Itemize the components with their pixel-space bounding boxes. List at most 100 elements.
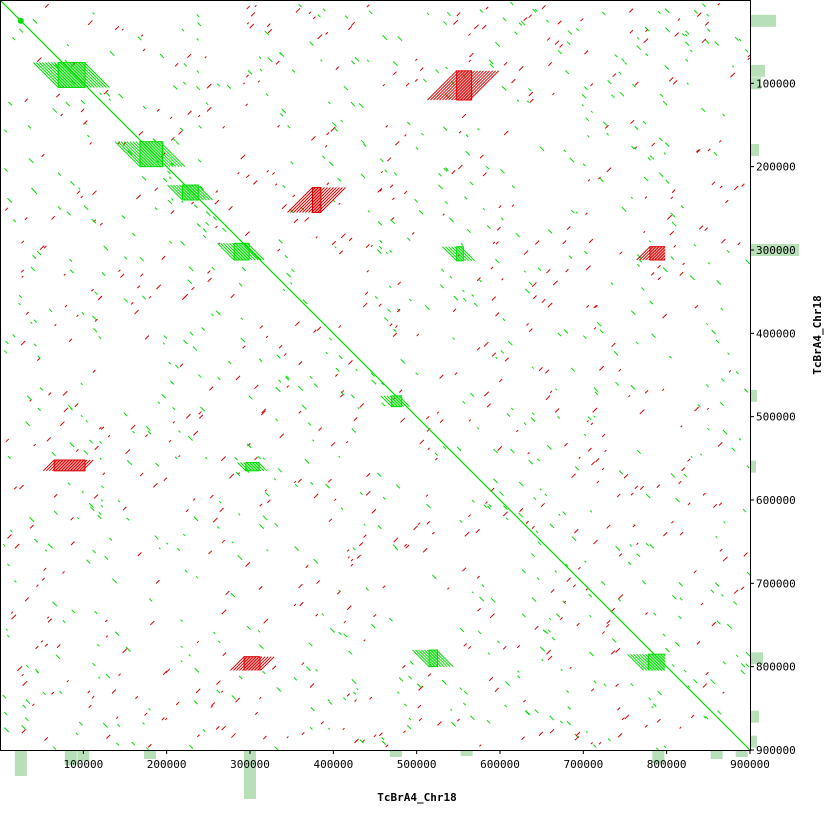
alignment-dot	[563, 442, 568, 447]
alignment-dot	[615, 545, 621, 551]
alignment-dot	[539, 146, 545, 152]
alignment-dot	[479, 596, 485, 602]
alignment-dot	[67, 404, 73, 410]
alignment-dot	[563, 329, 569, 334]
alignment-dot	[70, 517, 74, 521]
alignment-dot	[450, 708, 453, 711]
alignment-dot	[366, 59, 370, 63]
alignment-dot	[649, 155, 655, 160]
alignment-dot	[195, 688, 201, 694]
alignment-dot	[714, 582, 720, 587]
alignment-dot	[180, 660, 183, 663]
alignment-dot	[290, 282, 293, 285]
alignment-dot	[71, 609, 76, 614]
alignment-dot	[215, 310, 221, 316]
alignment-dot	[363, 639, 366, 642]
alignment-dot	[163, 477, 168, 482]
alignment-dot	[57, 172, 62, 176]
alignment-dot	[406, 237, 411, 241]
alignment-dot	[744, 388, 749, 393]
alignment-dot	[341, 390, 345, 394]
alignment-dot	[397, 36, 403, 42]
alignment-dot	[220, 456, 227, 462]
alignment-dot	[598, 177, 604, 183]
alignment-dot	[37, 407, 41, 412]
alignment-dot	[528, 281, 533, 286]
alignment-dot	[745, 259, 751, 265]
alignment-dot	[523, 17, 528, 22]
alignment-dot	[237, 172, 240, 175]
alignment-dot	[145, 425, 151, 431]
alignment-dot	[92, 315, 97, 321]
alignment-dot	[32, 18, 38, 24]
alignment-dot	[83, 205, 89, 211]
alignment-dot	[518, 512, 524, 518]
alignment-dot	[498, 378, 503, 383]
alignment-dots	[2, 1, 752, 751]
x-coverage-bar	[64, 751, 77, 765]
alignment-dot	[624, 61, 628, 65]
alignment-dot	[39, 245, 45, 251]
alignment-dot	[408, 298, 412, 302]
alignment-dot	[384, 169, 388, 173]
alignment-dot	[475, 528, 480, 534]
alignment-dot	[630, 492, 634, 496]
alignment-dot	[623, 473, 629, 479]
alignment-dot	[299, 601, 304, 607]
alignment-dot	[66, 43, 70, 47]
alignment-dot	[69, 442, 75, 448]
alignment-dot	[495, 312, 500, 317]
alignment-dot	[101, 485, 104, 489]
alignment-dot	[544, 630, 549, 635]
alignment-dot	[705, 715, 709, 720]
alignment-dot	[215, 726, 220, 730]
alignment-dot	[601, 433, 606, 438]
alignment-dot	[693, 678, 698, 684]
alignment-dot	[441, 268, 445, 272]
alignment-dot	[476, 575, 480, 579]
alignment-dot	[301, 662, 305, 666]
alignment-dot	[167, 170, 171, 175]
alignment-dot	[707, 262, 711, 265]
alignment-dot	[207, 277, 212, 283]
alignment-dot	[496, 226, 501, 231]
alignment-dot	[46, 616, 50, 619]
alignment-dot	[184, 569, 188, 573]
alignment-dot	[585, 212, 588, 215]
alignment-dot	[621, 206, 627, 212]
alignment-dot	[459, 519, 463, 524]
alignment-dot	[414, 198, 419, 203]
alignment-dot	[747, 54, 751, 58]
alignment-dot	[426, 415, 430, 420]
alignment-dot	[371, 623, 376, 629]
alignment-dot	[105, 91, 111, 97]
alignment-dot	[83, 120, 88, 125]
alignment-dot	[329, 161, 334, 167]
alignment-dot	[552, 92, 555, 96]
alignment-dot	[194, 667, 200, 673]
alignment-dot	[537, 541, 542, 546]
alignment-dot	[3, 711, 8, 716]
alignment-dot	[649, 544, 655, 549]
alignment-dot	[181, 28, 185, 32]
alignment-dot	[335, 367, 340, 372]
alignment-dot	[132, 232, 136, 237]
alignment-dot	[669, 230, 675, 236]
alignment-dot	[188, 266, 194, 272]
alignment-dot	[540, 502, 545, 508]
alignment-dot	[142, 105, 147, 110]
alignment-dot	[373, 734, 377, 738]
alignment-dot	[711, 181, 716, 186]
alignment-dot	[557, 416, 561, 419]
alignment-dot	[343, 85, 349, 91]
alignment-dot	[267, 28, 273, 34]
alignment-dot	[546, 37, 551, 41]
alignment-dot	[531, 412, 535, 416]
alignment-dot	[548, 617, 552, 621]
alignment-dot	[586, 304, 590, 308]
alignment-dot	[575, 211, 579, 214]
alignment-dot	[446, 11, 451, 17]
alignment-dot	[482, 172, 487, 177]
alignment-dot	[22, 704, 27, 709]
alignment-dot	[25, 311, 29, 316]
